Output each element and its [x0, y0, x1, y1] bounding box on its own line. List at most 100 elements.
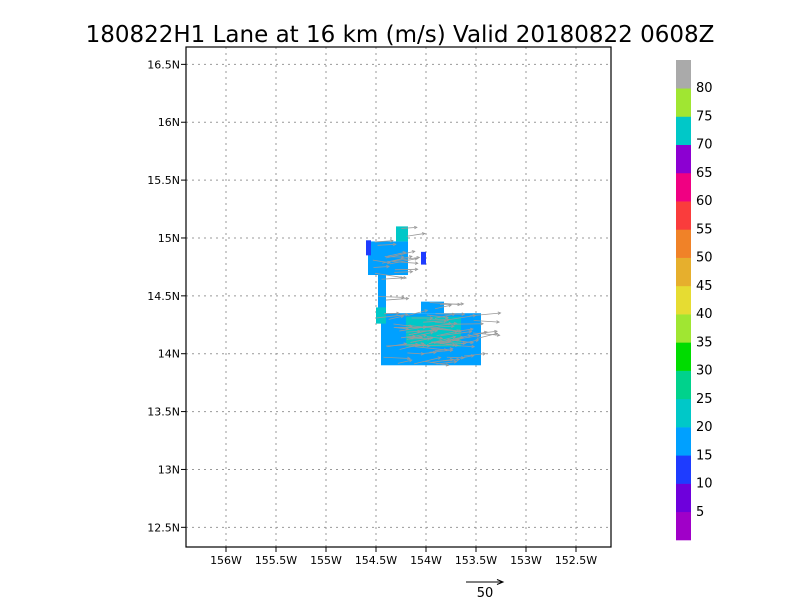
- colorbar-segment: [676, 285, 691, 315]
- wind-vector-head: [468, 330, 473, 334]
- colorbar-segment: [676, 314, 691, 343]
- wind-vector: [408, 328, 435, 336]
- wind-vector: [439, 339, 460, 345]
- wind-vector-head: [396, 311, 400, 316]
- wind-vector-head: [420, 352, 425, 356]
- wind-vector: [407, 352, 424, 355]
- wind-vector-head: [408, 255, 413, 259]
- wind-vector-head: [386, 264, 390, 269]
- y-axis-ticks: 12.5N 13N 13.5N 14N 14.5N 15N 15.5N 16N 16.5N: [147, 58, 186, 534]
- colorbar-label: 65: [696, 166, 713, 181]
- wind-vector-head: [437, 356, 442, 360]
- wind-vector: [446, 356, 464, 359]
- wind-vector: [413, 357, 441, 365]
- wind-vector-head: [414, 267, 419, 272]
- wind-vector-head: [407, 356, 411, 361]
- wind-vector-head: [414, 261, 419, 265]
- colorbar-segment: [676, 342, 691, 371]
- wind-vector-head: [409, 270, 414, 274]
- colorbar-label: 50: [696, 251, 713, 266]
- wind-vector: [388, 315, 404, 320]
- grid-lines: [186, 47, 611, 547]
- wind-vector: [412, 331, 434, 338]
- wind-vector-head: [456, 338, 460, 342]
- colorbar-segment: [676, 116, 691, 146]
- wind-cell: [376, 307, 386, 324]
- wind-vector-head: [409, 324, 413, 328]
- wind-vector: [394, 271, 413, 273]
- wind-vector: [431, 341, 459, 346]
- wind-vector-head: [400, 255, 405, 259]
- wind-vector-head: [429, 316, 434, 320]
- wind-vector-head: [460, 302, 465, 306]
- y-tick-label: 14N: [158, 348, 180, 361]
- wind-vector: [434, 321, 452, 325]
- y-tick-label: 13N: [158, 463, 180, 476]
- wind-vector: [429, 349, 453, 353]
- wind-vector-head: [448, 303, 453, 308]
- wind-vector-head: [476, 334, 481, 338]
- wind-vector-head: [471, 344, 476, 349]
- wind-vector-head: [494, 329, 498, 334]
- wind-vector-head: [461, 356, 465, 360]
- wind-cell: [421, 251, 426, 265]
- wind-vector: [415, 346, 447, 351]
- colorbar-segment: [676, 511, 691, 541]
- wind-vector-head: [403, 275, 408, 280]
- wind-vector-head: [400, 276, 405, 280]
- wind-vector-head: [417, 329, 421, 334]
- wind-cell: [378, 272, 386, 314]
- wind-vector-head: [415, 342, 419, 347]
- wind-vector: [397, 359, 412, 364]
- wind-vector: [408, 344, 426, 348]
- wind-vector: [387, 251, 406, 257]
- wind-vector-head: [462, 341, 467, 346]
- wind-vector: [436, 331, 458, 337]
- colorbar-segment: [676, 455, 691, 484]
- wind-vector: [386, 343, 418, 347]
- wind-vector: [476, 332, 498, 339]
- wind-vector-head: [483, 330, 488, 335]
- wind-vector: [407, 309, 428, 316]
- wind-vector: [376, 314, 408, 319]
- y-tick-label: 15N: [158, 232, 180, 245]
- wind-vector-head: [430, 331, 434, 335]
- y-tick-label: 16.5N: [147, 58, 180, 71]
- plot-frame: [185, 46, 612, 548]
- colorbar-segment: [676, 88, 691, 117]
- wind-vector: [389, 258, 418, 265]
- wind-vector: [463, 353, 486, 357]
- colorbar-segment: [676, 172, 691, 202]
- wind-vector: [377, 243, 396, 246]
- wind-vector: [401, 226, 417, 229]
- wind-vector-head: [445, 315, 450, 319]
- wind-vector: [405, 330, 421, 333]
- reference-vector-label: 50: [477, 586, 494, 600]
- colorbar-label: 30: [696, 364, 713, 379]
- wind-vector: [426, 336, 443, 339]
- wind-vector: [393, 323, 413, 327]
- wind-vector-head: [404, 313, 409, 317]
- x-tick-label: 156W: [210, 554, 242, 567]
- wind-vector: [378, 296, 405, 298]
- wind-vector-head: [461, 312, 466, 316]
- wind-vector: [400, 335, 416, 339]
- wind-vector-head: [424, 309, 429, 313]
- wind-vector-head: [405, 296, 410, 301]
- colorbar-segment: [676, 427, 691, 456]
- wind-vector: [426, 314, 449, 318]
- colorbar-segment: [676, 201, 691, 230]
- x-tick-label: 152.5W: [555, 554, 597, 567]
- colorbar-segment: [676, 398, 691, 428]
- wind-vector-head: [475, 338, 480, 343]
- wind-vector-head: [496, 333, 501, 337]
- wind-vector: [384, 256, 404, 258]
- chart-title: 180822H1 Lane at 16 km (m/s) Valid 20180…: [86, 22, 715, 48]
- wind-vector: [431, 340, 452, 343]
- x-axis-ticks: 156W 155.5W 155W 154.5W 154W 153.5W 153W 152.5W: [210, 547, 597, 567]
- y-tick-label: 16N: [158, 116, 180, 129]
- colorbar-label: 5: [696, 505, 704, 520]
- colorbar-label: 55: [696, 222, 713, 237]
- y-tick-label: 13.5N: [147, 406, 180, 419]
- wind-vector-head: [451, 324, 455, 328]
